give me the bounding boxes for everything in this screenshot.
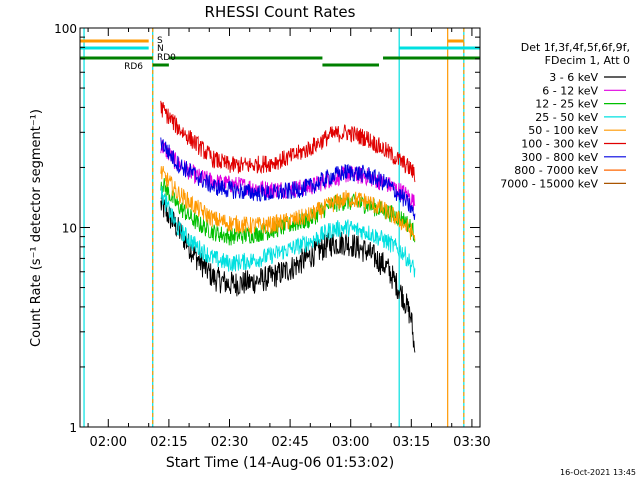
flag-label-n: N <box>157 44 164 54</box>
y-axis-label: Count Rate (s⁻¹ detector segment⁻¹) <box>29 109 44 347</box>
legend-label-2: 12 - 25 keV <box>535 98 598 111</box>
x-tick-label-4: 03:00 <box>332 435 369 450</box>
y-tick-label-1: 10 <box>62 222 77 236</box>
chart-title: RHESSI Count Rates <box>205 3 356 21</box>
x-axis-label: Start Time (14-Aug-06 01:53:02) <box>166 455 394 471</box>
x-tick-label-2: 02:30 <box>211 435 248 450</box>
legend-label-6: 300 - 800 keV <box>521 151 598 164</box>
flag-label-rd6: RD6 <box>124 62 143 72</box>
legend: Det 1f,3f,4f,5f,6f,9f,FDecim 1, Att 0 3 -… <box>500 41 630 190</box>
timestamp: 16-Oct-2021 13:45 <box>560 468 636 477</box>
y-tick-label-0: 1 <box>69 421 77 435</box>
legend-label-7: 800 - 7000 keV <box>514 164 598 177</box>
x-tick-label-1: 02:15 <box>150 435 187 450</box>
series-line-4 <box>160 166 416 241</box>
x-tick-label-0: 02:00 <box>90 435 127 450</box>
flag-label-s: S <box>157 36 163 46</box>
series-line-6 <box>160 137 416 220</box>
series-line-3 <box>160 186 416 278</box>
legend-header-0: Det 1f,3f,4f,5f,6f,9f, <box>521 41 630 54</box>
legend-label-0: 3 - 6 keV <box>549 71 598 84</box>
legend-label-3: 25 - 50 keV <box>535 111 598 124</box>
series-line-5 <box>160 100 416 183</box>
series-line-0 <box>160 193 416 353</box>
legend-label-1: 6 - 12 keV <box>542 84 598 97</box>
legend-label-8: 7000 - 15000 keV <box>500 177 598 190</box>
x-tick-label-3: 02:45 <box>271 435 308 450</box>
x-tick-label-6: 03:30 <box>453 435 490 450</box>
flag-label-rd0: RD0 <box>157 53 176 63</box>
axes: 1 10 100 02:00 02:15 02:30 02:45 03:00 03:15 03:3… <box>54 22 491 450</box>
x-tick-label-5: 03:15 <box>393 435 430 450</box>
legend-header-1: FDecim 1, Att 0 <box>545 54 630 67</box>
y-tick-label-2: 100 <box>54 22 77 36</box>
legend-label-5: 100 - 300 keV <box>521 138 598 151</box>
legend-label-4: 50 - 100 keV <box>528 124 598 137</box>
